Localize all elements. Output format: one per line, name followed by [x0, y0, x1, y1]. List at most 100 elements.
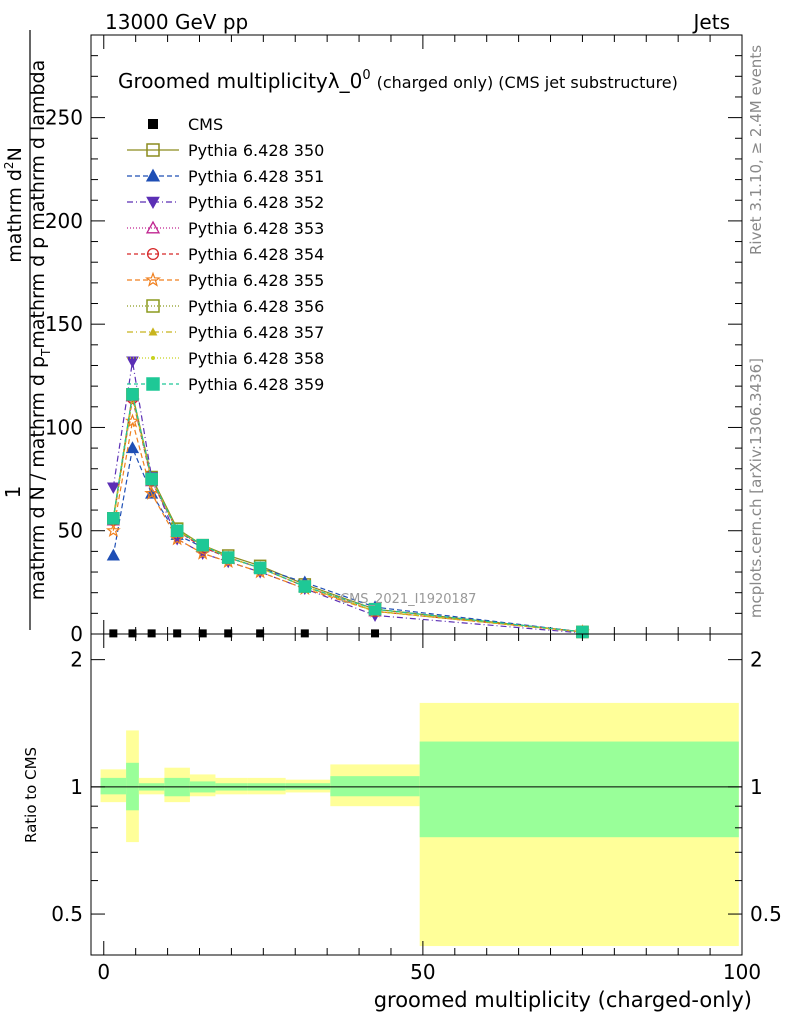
data-point [146, 143, 160, 157]
legend-entry-cms: CMS [148, 115, 223, 134]
legend-entry: Pythia 6.428 354 [127, 245, 324, 264]
legend-entry: Pythia 6.428 357 [127, 323, 324, 342]
data-point [125, 441, 140, 454]
cms-data-point [128, 629, 137, 638]
legend-label: Pythia 6.428 356 [188, 297, 324, 316]
cms-data-point [371, 629, 380, 638]
data-point [253, 561, 267, 575]
ratio-ylabel: Ratio to CMS [22, 747, 40, 843]
ratio-inner-band [100, 777, 127, 795]
legend-label: Pythia 6.428 351 [188, 167, 324, 186]
data-point [221, 551, 235, 564]
ratio-ytick-label-right: 2 [750, 648, 763, 672]
legend-marker [148, 119, 158, 129]
legend-entry: Pythia 6.428 350 [127, 141, 324, 160]
ylabel-top: mathrm d2N [2, 147, 26, 263]
data-point [146, 299, 160, 313]
ratio-y-axis: 0.5 0.5 1 1 2 2 [51, 648, 782, 926]
ratio-bands [100, 702, 739, 947]
legend-label: Pythia 6.428 354 [188, 245, 324, 264]
legend-label: CMS [188, 115, 223, 134]
data-point [126, 388, 139, 401]
data-point [298, 580, 312, 593]
data-point [146, 247, 160, 261]
data-point [145, 472, 158, 486]
legend-label: Pythia 6.428 352 [188, 193, 324, 212]
main-ylabel: 1 mathrm d2N mathrm d N / mathrm d pTmat… [1, 30, 53, 630]
series-line [112, 421, 583, 633]
legend-label: Pythia 6.428 357 [188, 323, 324, 342]
legend-label: Pythia 6.428 358 [188, 349, 324, 368]
ratio-panel: 0.5 0.5 1 1 2 2 0 50 100 Ratio to CMS groomed m… [22, 633, 782, 1012]
legend-label: Pythia 6.428 355 [188, 271, 324, 290]
main-ytick-label: 200 [45, 209, 83, 233]
legend-label: Pythia 6.428 359 [188, 375, 324, 394]
data-point [146, 377, 160, 391]
series-line [112, 398, 583, 633]
data-point [107, 512, 120, 525]
data-point [151, 356, 155, 360]
legend-label: Pythia 6.428 353 [188, 219, 324, 238]
main-ytick-label: 100 [45, 415, 83, 439]
ratio-inner-band [419, 741, 739, 838]
main-y-axis: 0 50 100 150 200 250 [45, 55, 742, 646]
rivet-label: Rivet 3.1.10, ≥ 2.4M events [747, 45, 765, 255]
data-point [106, 548, 120, 561]
cms-data-point [109, 629, 118, 638]
data-point [169, 531, 185, 546]
legend-entry: Pythia 6.428 353 [127, 219, 324, 238]
legend-entry: Pythia 6.428 356 [127, 297, 324, 316]
legend: CMS Pythia 6.428 350 Pythia 6.428 351 Pythi… [127, 115, 324, 394]
title-main: Groomed multiplicityλ_0 [118, 69, 362, 93]
ratio-xtick-label: 50 [410, 960, 435, 984]
main-ytick-label: 50 [58, 519, 83, 543]
ratio-ytick-label: 2 [70, 648, 83, 672]
main-ytick-label: 0 [70, 622, 83, 646]
category-label: Jets [692, 10, 730, 34]
ratio-ytick-label: 0.5 [51, 902, 83, 926]
cms-data-point [198, 629, 207, 638]
data-point [105, 522, 121, 538]
legend-entry: Pythia 6.428 351 [127, 167, 324, 186]
data-point [146, 196, 160, 210]
ratio-inner-band [330, 776, 420, 797]
data-point [126, 356, 139, 368]
data-point [368, 602, 382, 616]
ratio-xtick-label: 100 [723, 960, 761, 984]
ratio-ytick-label: 1 [70, 775, 83, 799]
legend-entry: Pythia 6.428 352 [127, 193, 324, 212]
series-359 [107, 388, 589, 639]
data-point [106, 482, 120, 494]
data-point [144, 485, 160, 500]
data-point [145, 220, 161, 234]
data-point [145, 168, 161, 182]
series-line [112, 394, 583, 633]
ylabel-denominator: mathrm d N / mathrm d pTmathrm d pmathrm… [27, 60, 53, 600]
legend-entry: Pythia 6.428 359 [127, 375, 324, 394]
cms-data-point [300, 629, 309, 638]
ratio-xtick-label: 0 [97, 960, 110, 984]
mcplots-label: mcplots.cern.ch [arXiv:1306.3436] [747, 358, 765, 618]
ratio-ytick-label-right: 0.5 [750, 902, 782, 926]
legend-label: Pythia 6.428 350 [188, 141, 324, 160]
ratio-frame [90, 633, 743, 956]
data-point [148, 327, 158, 336]
title-tail: (charged only) (CMS jet substructure) [377, 73, 678, 92]
cms-data-group [109, 629, 380, 638]
cms-data-point [224, 629, 233, 638]
energy-label: 13000 GeV pp [105, 10, 248, 34]
main-ytick-label: 250 [45, 106, 83, 130]
data-point [196, 538, 209, 552]
data-point [195, 545, 211, 560]
title-sup: 0 [362, 68, 370, 83]
cms-data-point [173, 629, 182, 638]
ratio-x-axis: 0 50 100 [97, 634, 761, 984]
ratio-ytick-label-right: 1 [750, 775, 763, 799]
main-series-group [105, 356, 590, 640]
main-ytick-label: 150 [45, 312, 83, 336]
ylabel-numerator: 1 [1, 486, 25, 499]
cms-data-point [147, 629, 156, 638]
legend-entry: Pythia 6.428 355 [127, 271, 324, 290]
analysis-label: CMS_2021_I1920187 [340, 592, 476, 607]
